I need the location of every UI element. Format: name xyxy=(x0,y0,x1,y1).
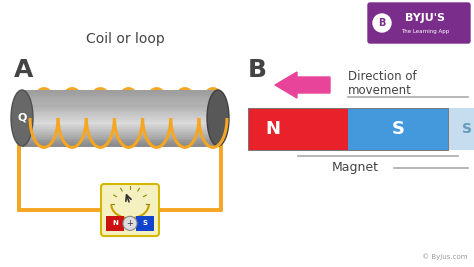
Text: N: N xyxy=(265,120,281,138)
Bar xyxy=(22,103,218,105)
Bar xyxy=(22,99,218,102)
Ellipse shape xyxy=(11,90,33,146)
Bar xyxy=(22,97,218,100)
Bar xyxy=(248,108,448,150)
Bar xyxy=(22,118,218,120)
Bar xyxy=(22,124,218,126)
Ellipse shape xyxy=(207,90,229,146)
Text: N: N xyxy=(112,220,118,226)
Bar xyxy=(448,108,474,150)
Bar xyxy=(22,140,218,143)
Text: Q: Q xyxy=(18,113,27,123)
Bar xyxy=(22,139,218,141)
Bar xyxy=(22,96,218,98)
Text: S: S xyxy=(462,122,472,136)
Text: © Byjus.com: © Byjus.com xyxy=(422,253,468,260)
Circle shape xyxy=(123,216,137,230)
Bar xyxy=(22,107,218,109)
FancyBboxPatch shape xyxy=(368,3,470,43)
Text: S: S xyxy=(392,120,404,138)
Bar xyxy=(22,112,218,115)
Text: A: A xyxy=(14,58,33,82)
Bar xyxy=(137,215,154,231)
Bar xyxy=(106,215,124,231)
Bar xyxy=(22,131,218,134)
Bar xyxy=(22,101,218,104)
Text: B: B xyxy=(378,18,386,28)
Text: B: B xyxy=(248,58,267,82)
Bar xyxy=(22,90,218,105)
Bar xyxy=(22,135,218,137)
Bar xyxy=(22,137,218,139)
Bar xyxy=(22,125,218,128)
Text: Coil or loop: Coil or loop xyxy=(86,32,164,46)
Bar xyxy=(22,129,218,132)
Bar xyxy=(22,120,218,122)
Bar xyxy=(22,114,218,117)
Bar xyxy=(22,142,218,145)
Text: The Learning App: The Learning App xyxy=(401,29,449,33)
Bar xyxy=(22,116,218,119)
Text: movement: movement xyxy=(348,84,412,97)
Circle shape xyxy=(373,14,391,32)
Bar xyxy=(22,94,218,96)
Bar xyxy=(22,127,218,130)
Bar xyxy=(22,109,218,111)
Bar xyxy=(22,105,218,107)
Bar xyxy=(348,108,448,150)
Text: S: S xyxy=(143,220,148,226)
Bar xyxy=(22,144,218,147)
FancyBboxPatch shape xyxy=(101,184,159,236)
Bar xyxy=(22,122,218,124)
Bar xyxy=(22,92,218,94)
Text: Magnet: Magnet xyxy=(332,162,379,175)
Bar xyxy=(22,90,218,92)
Text: Direction of: Direction of xyxy=(348,70,417,83)
Text: BYJU'S: BYJU'S xyxy=(405,13,445,23)
Bar xyxy=(248,108,348,150)
FancyArrow shape xyxy=(275,72,330,98)
Bar xyxy=(22,111,218,113)
Bar xyxy=(22,133,218,135)
Text: +: + xyxy=(127,219,134,228)
